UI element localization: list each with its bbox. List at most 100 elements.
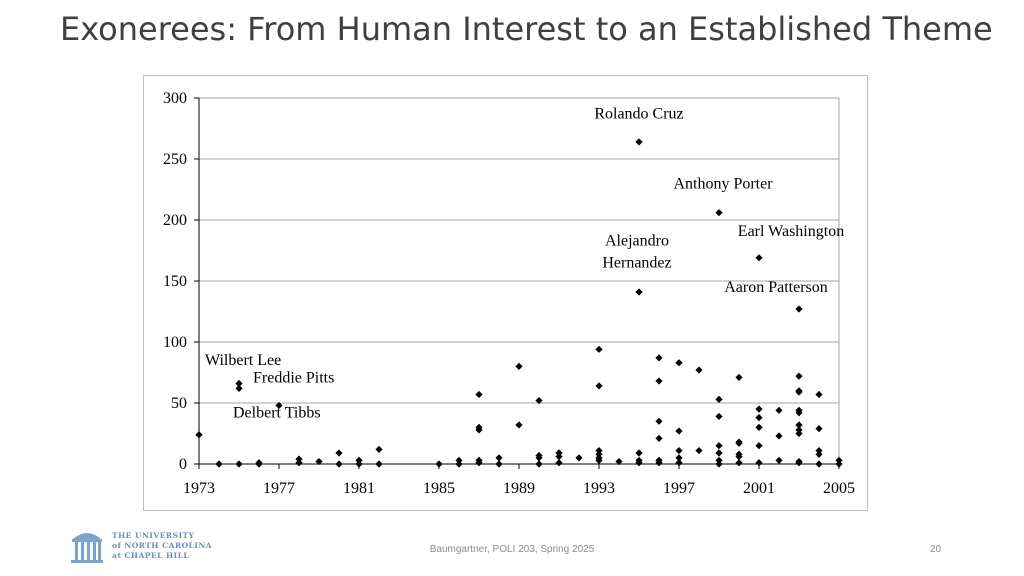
point-annotation: Rolando Cruz xyxy=(594,106,683,123)
data-point xyxy=(755,459,763,467)
x-tick-label: 1977 xyxy=(263,480,295,497)
data-point xyxy=(335,449,343,457)
annotation-line: Anthony Porter xyxy=(673,175,773,192)
annotation-line: Freddie Pitts xyxy=(253,369,334,386)
data-point xyxy=(275,401,283,410)
data-point xyxy=(555,449,563,457)
annotation-line: Delbert Tibbs xyxy=(233,405,321,422)
data-point xyxy=(795,305,803,313)
point-annotation: Wilbert Lee xyxy=(205,352,281,369)
data-point xyxy=(555,459,563,467)
data-point xyxy=(515,421,523,429)
data-point xyxy=(555,453,563,461)
data-point xyxy=(295,459,303,467)
data-point xyxy=(675,459,683,467)
slide-footer: Baumgartner, POLI 203, Spring 2025 xyxy=(429,544,595,555)
chart-frame: 0 50 100 150 200 250 300 1973 1977 1981 1985 1989 19… xyxy=(143,75,868,511)
data-point xyxy=(535,454,543,462)
data-point xyxy=(735,439,743,447)
data-point xyxy=(735,373,743,381)
data-point xyxy=(455,456,463,464)
data-point xyxy=(375,460,383,468)
data-point xyxy=(675,427,683,435)
x-tick-label: 1989 xyxy=(503,480,535,497)
data-point xyxy=(475,390,483,399)
slide-title: Exonerees: From Human Interest to an Est… xyxy=(60,10,993,48)
point-annotation: Delbert Tibbs xyxy=(233,405,321,422)
data-point xyxy=(755,423,763,431)
data-point xyxy=(475,426,483,434)
y-tick-label: 200 xyxy=(163,212,187,229)
data-point xyxy=(535,396,543,405)
data-point xyxy=(495,460,503,468)
data-point xyxy=(795,426,803,434)
data-point xyxy=(655,434,663,442)
page-number: 20 xyxy=(930,544,942,555)
data-point xyxy=(515,362,523,370)
unc-logo: THE UNIVERSITY of NORTH CAROLINA at CHAP… xyxy=(70,526,230,566)
data-point xyxy=(815,390,823,399)
data-point xyxy=(815,450,823,458)
data-point xyxy=(595,382,603,390)
data-point xyxy=(835,460,843,468)
y-tick-label: 0 xyxy=(179,456,187,473)
data-point xyxy=(835,456,843,464)
data-point xyxy=(715,460,723,468)
logo-line: at CHAPEL HILL xyxy=(112,551,190,560)
annotation-line: Hernandez xyxy=(602,255,671,272)
x-tick-label: 1981 xyxy=(343,480,375,497)
data-point xyxy=(715,395,723,403)
logo-line: of NORTH CAROLINA xyxy=(112,541,213,550)
logo-line: THE UNIVERSITY xyxy=(112,531,195,540)
annotation-line: Wilbert Lee xyxy=(205,352,281,369)
y-tick-label: 300 xyxy=(163,90,187,107)
data-point xyxy=(655,459,663,467)
data-point xyxy=(795,429,803,438)
data-point xyxy=(715,456,723,464)
data-point xyxy=(215,460,223,468)
data-point xyxy=(495,454,503,462)
data-point xyxy=(675,454,683,462)
data-point xyxy=(815,425,823,433)
data-point xyxy=(675,359,683,367)
data-point xyxy=(355,460,363,468)
data-point xyxy=(355,456,363,464)
x-tick-label: 1997 xyxy=(663,480,695,497)
x-tick-label: 1985 xyxy=(423,480,455,497)
data-point xyxy=(755,414,763,422)
data-point xyxy=(655,377,663,385)
data-point xyxy=(755,442,763,450)
data-point xyxy=(335,460,343,468)
old-well-icon xyxy=(71,533,103,563)
data-point xyxy=(535,460,543,468)
data-point xyxy=(595,450,603,458)
data-point xyxy=(795,409,803,417)
data-point xyxy=(775,432,783,440)
data-point xyxy=(615,457,623,466)
data-point xyxy=(595,456,603,464)
y-tick-label: 100 xyxy=(163,334,187,351)
data-point xyxy=(635,288,643,296)
data-point xyxy=(655,354,663,362)
data-point xyxy=(675,446,683,455)
data-point xyxy=(255,459,263,467)
data-point xyxy=(795,459,803,467)
data-point xyxy=(715,412,723,421)
point-annotation: Aaron Patterson xyxy=(724,279,828,296)
data-point xyxy=(435,460,443,468)
x-tick-label: 2005 xyxy=(823,480,855,497)
x-tick-label: 1973 xyxy=(183,480,215,497)
data-point xyxy=(735,459,743,467)
data-point xyxy=(715,449,723,457)
data-point xyxy=(695,366,703,374)
data-point xyxy=(795,372,803,380)
data-point xyxy=(775,456,783,464)
data-point xyxy=(595,446,603,455)
point-annotation: Freddie Pitts xyxy=(253,369,334,386)
point-annotation: Alejandro Hernandez xyxy=(602,233,671,272)
data-point xyxy=(755,254,763,262)
data-point xyxy=(815,446,823,455)
annotation-line: Aaron Patterson xyxy=(724,279,828,296)
data-point xyxy=(755,405,763,413)
x-tick-label: 2001 xyxy=(743,480,775,497)
